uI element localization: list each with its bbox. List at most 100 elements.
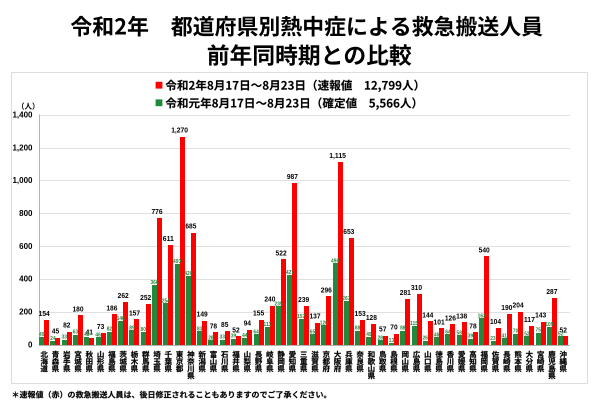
svg-text:493: 493 [173, 259, 181, 265]
svg-text:1,115: 1,115 [329, 151, 346, 160]
svg-text:33: 33 [62, 335, 67, 341]
svg-text:400: 400 [19, 275, 33, 284]
svg-text:653: 653 [343, 227, 354, 236]
svg-text:1,000: 1,000 [12, 176, 33, 185]
svg-text:73: 73 [97, 322, 104, 331]
svg-text:611: 611 [163, 234, 174, 243]
svg-text:120: 120 [320, 320, 328, 326]
svg-text:204: 204 [513, 301, 524, 310]
svg-text:420: 420 [184, 271, 192, 277]
svg-text:39: 39 [231, 334, 236, 340]
svg-text:776: 776 [151, 207, 162, 216]
svg-text:138: 138 [456, 312, 467, 321]
svg-text:52: 52 [560, 326, 567, 335]
svg-text:287: 287 [546, 287, 557, 296]
svg-text:144: 144 [422, 311, 433, 320]
svg-text:987: 987 [287, 172, 298, 181]
svg-text:154: 154 [39, 309, 50, 318]
svg-text:28: 28 [208, 335, 213, 341]
svg-text:117: 117 [524, 315, 535, 324]
svg-text:155: 155 [253, 309, 264, 318]
svg-text:49: 49 [366, 332, 371, 338]
svg-text:94: 94 [244, 319, 251, 328]
svg-text:186: 186 [106, 304, 117, 313]
svg-text:1,400: 1,400 [12, 111, 33, 120]
svg-text:75: 75 [536, 328, 541, 334]
svg-text:52: 52 [232, 326, 239, 335]
svg-text:115: 115 [410, 321, 418, 327]
svg-text:52: 52 [524, 332, 529, 338]
svg-text:180: 180 [72, 305, 83, 314]
svg-text:89: 89 [129, 325, 134, 331]
svg-text:1,200: 1,200 [12, 143, 33, 152]
svg-text:41: 41 [502, 333, 507, 339]
svg-text:85: 85 [221, 320, 228, 329]
svg-text:1,270: 1,270 [171, 126, 188, 135]
svg-text:540: 540 [479, 246, 490, 255]
svg-text:157: 157 [129, 308, 140, 317]
svg-text:800: 800 [19, 209, 33, 218]
svg-text:70: 70 [390, 323, 397, 332]
svg-text:163: 163 [478, 313, 486, 319]
svg-text:600: 600 [19, 242, 33, 251]
svg-text:240: 240 [264, 295, 275, 304]
svg-text:49: 49 [39, 332, 44, 338]
svg-text:39: 39 [468, 334, 473, 340]
svg-text:146: 146 [117, 316, 125, 322]
svg-text:44: 44 [242, 333, 247, 339]
svg-text:104: 104 [490, 317, 501, 326]
svg-text:83: 83 [197, 326, 202, 332]
svg-text:498: 498 [331, 258, 339, 264]
svg-text:149: 149 [197, 310, 208, 319]
svg-text:252: 252 [140, 293, 151, 302]
svg-text:137: 137 [309, 312, 320, 321]
svg-text:200: 200 [19, 308, 33, 317]
svg-text:685: 685 [185, 222, 196, 231]
svg-text:262: 262 [118, 291, 129, 300]
svg-text:88: 88 [400, 326, 405, 332]
svg-text:78: 78 [210, 321, 217, 330]
svg-text:522: 522 [276, 249, 287, 258]
svg-text:235: 235 [275, 301, 283, 307]
svg-text:41: 41 [86, 327, 93, 336]
svg-text:24: 24 [50, 336, 55, 342]
svg-text:58: 58 [457, 331, 462, 337]
svg-text:427: 427 [286, 270, 294, 276]
svg-text:45: 45 [52, 327, 59, 336]
svg-text:281: 281 [400, 288, 411, 297]
svg-text:64: 64 [445, 330, 450, 336]
svg-text:23: 23 [490, 336, 495, 342]
svg-text:296: 296 [321, 286, 332, 295]
svg-text:52: 52 [558, 332, 563, 338]
svg-text:239: 239 [298, 295, 309, 304]
svg-text:254: 254 [162, 298, 170, 304]
svg-text:64: 64 [253, 330, 258, 336]
svg-text:190: 190 [501, 303, 512, 312]
svg-text:13: 13 [389, 338, 394, 344]
svg-text:80: 80 [141, 327, 146, 333]
svg-text:88: 88 [355, 326, 360, 332]
svg-text:26: 26 [423, 336, 428, 342]
svg-text:33: 33 [220, 335, 225, 341]
svg-text:82: 82 [63, 321, 70, 330]
svg-text:366: 366 [150, 280, 158, 286]
svg-text:65: 65 [310, 329, 315, 335]
svg-text:82: 82 [107, 327, 112, 333]
svg-text:28: 28 [378, 335, 383, 341]
svg-text:63: 63 [73, 330, 78, 336]
svg-text:126: 126 [445, 313, 456, 322]
svg-text:111: 111 [263, 322, 271, 328]
svg-text:0: 0 [28, 340, 33, 349]
svg-text:78: 78 [469, 321, 476, 330]
svg-text:46: 46 [434, 333, 439, 339]
svg-text:128: 128 [366, 313, 377, 322]
svg-text:48: 48 [84, 332, 89, 338]
svg-text:109: 109 [545, 322, 553, 328]
svg-text:157: 157 [297, 314, 305, 320]
svg-text:101: 101 [434, 318, 445, 327]
svg-text:267: 267 [342, 296, 350, 302]
svg-text:46: 46 [95, 333, 100, 339]
svg-text:57: 57 [379, 325, 386, 334]
svg-text:310: 310 [411, 283, 422, 292]
svg-text:153: 153 [355, 309, 366, 318]
